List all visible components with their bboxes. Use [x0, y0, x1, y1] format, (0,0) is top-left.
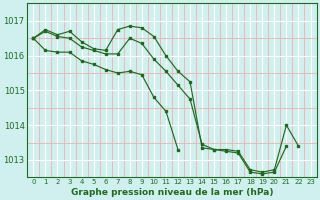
X-axis label: Graphe pression niveau de la mer (hPa): Graphe pression niveau de la mer (hPa): [71, 188, 273, 197]
